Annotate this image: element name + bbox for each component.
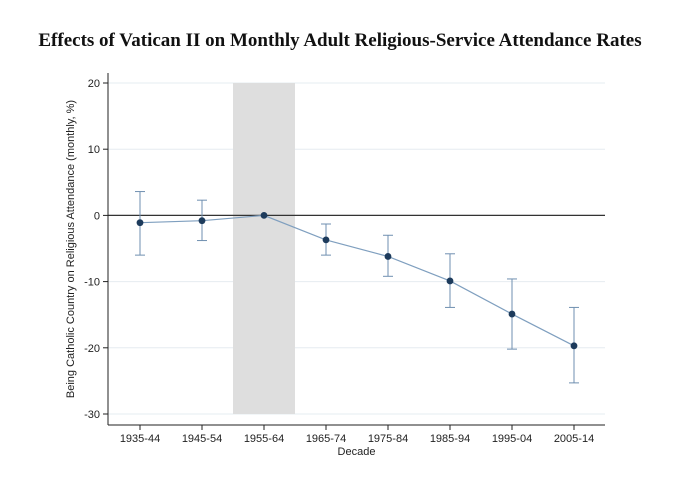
data-point (136, 219, 144, 227)
x-tick-label: 1995-04 (492, 433, 532, 445)
y-tick-label: -30 (84, 409, 100, 421)
y-tick-label: 0 (94, 210, 100, 222)
x-tick-label: 1985-94 (430, 433, 470, 445)
x-axis-label: Decade (338, 446, 376, 458)
data-point (384, 253, 392, 260)
chart-title: Effects of Vatican II on Monthly Adult R… (38, 30, 642, 51)
x-tick-label: 1975-84 (368, 433, 408, 445)
data-point (322, 236, 330, 244)
x-tick-label: 1955-64 (244, 433, 284, 445)
axes-layer: 20 10 0 -10 -20 -30 1935-44 1945-54 1955-64 1965-… (84, 73, 605, 445)
y-tick-label: -20 (84, 343, 100, 355)
y-tick-label: 10 (88, 144, 100, 156)
data-point (508, 310, 516, 318)
vatican-ii-shaded-period (233, 83, 295, 414)
series-layer (135, 191, 579, 384)
x-tick-label: 1965-74 (306, 433, 346, 445)
data-point (198, 217, 206, 225)
x-tick-label: 2005-14 (554, 433, 594, 445)
series-line (139, 214, 575, 347)
data-point (570, 342, 578, 350)
y-axis-label: Being Catholic Country on Religious Atte… (65, 100, 77, 398)
data-point (446, 277, 454, 285)
y-tick-label: 20 (88, 78, 100, 90)
x-tick-label: 1945-54 (182, 433, 222, 445)
y-tick-label: -10 (84, 277, 100, 289)
data-point (260, 212, 268, 219)
x-tick-label: 1935-44 (120, 433, 160, 445)
